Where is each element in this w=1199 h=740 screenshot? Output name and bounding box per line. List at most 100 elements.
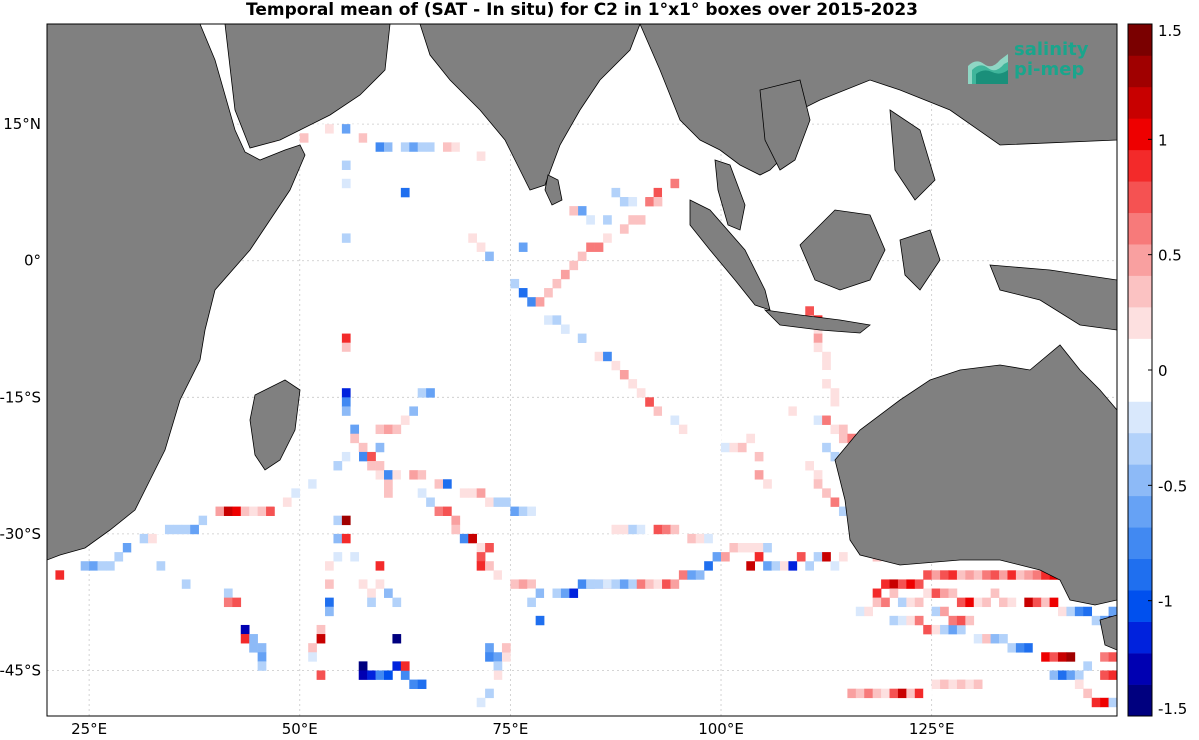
data-cell-143 [341, 533, 351, 544]
data-cell-75 [611, 360, 621, 371]
latitude-ticks: 15°N 0° -15°S -30°S -45°S [0, 115, 41, 679]
data-cell-29 [341, 215, 351, 225]
colorbar-segment-8 [1128, 432, 1152, 465]
data-cell-473 [931, 679, 941, 689]
data-cell-107 [417, 388, 427, 398]
data-cell-230 [207, 515, 216, 526]
data-cell-302 [813, 415, 823, 425]
colorbar-segment-5 [1128, 527, 1152, 560]
data-cell-108 [426, 388, 435, 398]
data-cell-486 [763, 479, 772, 489]
lat-tick-label-2: -15°S [0, 388, 41, 406]
logo-text-line1: salinity [1014, 39, 1089, 60]
colorbar-segment-19 [1128, 86, 1152, 119]
data-cell-28 [341, 197, 351, 207]
land-masses [47, 24, 1117, 651]
data-cell-474 [940, 679, 949, 689]
data-cell-10 [350, 124, 360, 134]
land-india [419, 24, 641, 191]
data-cell-479 [712, 433, 722, 444]
data-cell-53 [636, 215, 646, 225]
data-cell-103 [384, 424, 393, 435]
data-cell-294 [805, 561, 814, 571]
data-cell-185 [552, 588, 562, 598]
data-cell-475 [948, 679, 958, 689]
data-cell-468 [889, 688, 899, 699]
data-cell-229 [198, 515, 208, 526]
data-cell-385 [1032, 570, 1042, 580]
data-cell-305 [838, 433, 848, 444]
data-cell-453 [1074, 679, 1084, 689]
data-cell-419 [965, 634, 975, 644]
data-cell-98 [367, 461, 376, 471]
data-cell-295 [813, 552, 823, 562]
data-cell-128 [535, 515, 545, 526]
data-cell-97 [367, 451, 376, 462]
data-cell-367 [881, 579, 890, 589]
data-cell-86 [341, 342, 351, 353]
data-cell-169 [392, 661, 402, 671]
data-cell-288 [754, 552, 764, 562]
colorbar-segment-14 [1128, 244, 1152, 276]
data-cell-5 [282, 133, 292, 143]
data-cell-386 [1041, 570, 1050, 580]
data-cell-174 [476, 552, 486, 562]
data-cell-72 [586, 342, 595, 353]
data-cell-427 [1032, 643, 1042, 653]
data-cell-71 [577, 333, 587, 343]
data-cell-286 [763, 543, 772, 553]
data-cell-336 [847, 433, 857, 444]
data-cell-245 [333, 461, 343, 471]
data-cell-283 [737, 543, 747, 553]
data-cell-444 [1108, 606, 1117, 617]
data-cell-273 [653, 579, 663, 589]
data-cell-426 [1024, 643, 1034, 653]
data-cell-151 [308, 643, 317, 653]
data-cell-380 [990, 570, 1000, 580]
data-cell-437 [1058, 606, 1067, 617]
data-cell-147 [325, 597, 334, 608]
data-cell-81 [662, 406, 671, 416]
data-cell-162 [392, 597, 402, 608]
data-cell-335 [838, 424, 848, 435]
data-cell-136 [459, 533, 469, 544]
data-cell-483 [746, 433, 756, 444]
lat-tick-label-1: 0° [24, 252, 41, 270]
data-cell-396 [897, 597, 907, 608]
data-cell-290 [771, 561, 781, 571]
data-cell-11 [358, 133, 368, 143]
data-cell-278 [695, 570, 705, 580]
data-cell-114 [409, 470, 419, 480]
data-cell-235 [249, 506, 258, 516]
data-cell-232 [223, 506, 233, 516]
data-cell-299 [788, 406, 798, 416]
data-cell-466 [872, 688, 882, 699]
data-cell-472 [923, 688, 932, 699]
data-cell-175 [476, 561, 486, 571]
data-cell-92 [341, 406, 351, 416]
data-cell-120 [468, 488, 477, 498]
data-cell-292 [788, 561, 798, 571]
data-cell-109 [375, 442, 385, 453]
data-cell-57 [670, 178, 680, 189]
data-cell-226 [173, 524, 183, 535]
data-cell-463 [847, 688, 857, 699]
lon-tick-label-2: 75°E [492, 720, 528, 738]
data-cell-259 [678, 533, 688, 544]
data-cell-224 [156, 524, 166, 535]
data-cell-165 [358, 670, 368, 680]
data-cell-93 [350, 424, 360, 435]
data-cell-272 [645, 579, 654, 589]
data-cell-394 [881, 597, 890, 608]
data-cell-459 [1100, 670, 1109, 680]
data-cell-68 [544, 315, 553, 325]
data-cell-188 [577, 579, 587, 589]
data-cell-436 [1049, 597, 1059, 608]
colorbar-tick-label-5: -1 [1158, 593, 1173, 611]
data-cell-381 [999, 570, 1008, 580]
data-cell-77 [628, 379, 638, 389]
data-cell-395 [889, 588, 899, 598]
data-cell-6 [299, 133, 309, 143]
data-cell-21 [442, 142, 452, 152]
data-cell-412 [906, 615, 916, 626]
